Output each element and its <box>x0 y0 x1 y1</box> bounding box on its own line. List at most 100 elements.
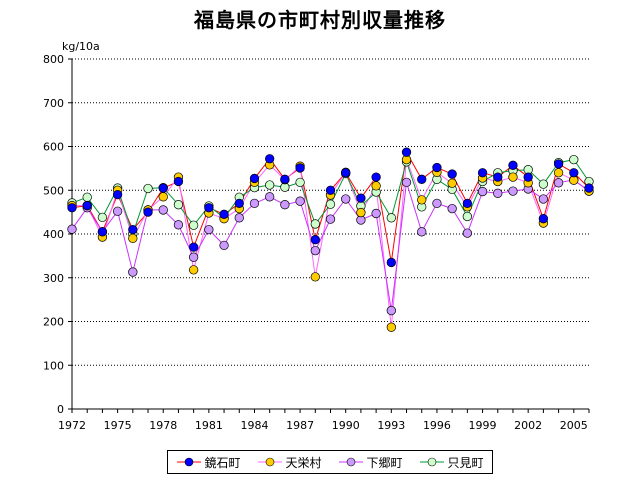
x-tick-label: 1999 <box>469 419 497 432</box>
data-point <box>310 235 320 245</box>
data-point <box>417 195 427 205</box>
y-tick-label: 100 <box>43 359 64 372</box>
data-point <box>523 172 533 182</box>
data-point <box>538 179 549 189</box>
data-point <box>128 267 138 277</box>
data-point <box>538 214 549 224</box>
data-point <box>97 227 108 237</box>
data-point <box>477 168 488 178</box>
axes: 0 100 200 300 400 500 600 700 800 1972 1975 1978 198… <box>43 53 590 432</box>
data-point <box>265 180 275 190</box>
legend-label: 天栄村 <box>285 455 322 470</box>
legend-label: 鏡石町 <box>204 455 241 470</box>
legend-swatch <box>339 457 364 467</box>
data-point <box>462 198 473 209</box>
data-point <box>325 199 336 209</box>
data-point <box>401 147 412 157</box>
legend-item-tenei: 天栄村 <box>257 454 322 471</box>
data-point <box>341 194 351 204</box>
data-point <box>356 193 366 203</box>
legend-item-tadami: 只見町 <box>419 454 484 471</box>
data-point <box>386 257 396 268</box>
x-tick-label: 1981 <box>195 419 223 432</box>
data-point <box>295 163 305 173</box>
legend: 鏡石町 天栄村 下郷町 只見町 <box>167 450 493 474</box>
data-point <box>447 203 457 214</box>
y-tick-label: 300 <box>43 272 64 285</box>
data-point <box>447 178 457 188</box>
data-point <box>158 183 168 193</box>
x-tick-label: 1996 <box>423 419 451 432</box>
data-point <box>508 160 518 170</box>
data-point <box>188 265 199 275</box>
x-tick-label: 2002 <box>514 419 542 432</box>
y-tick-label: 700 <box>43 97 64 110</box>
data-point <box>386 305 396 316</box>
data-point <box>401 177 412 188</box>
data-point <box>432 198 442 209</box>
data-point <box>493 188 503 198</box>
data-point <box>325 185 336 195</box>
x-tick-label: 1993 <box>377 419 405 432</box>
data-point <box>173 200 184 210</box>
data-point <box>569 168 579 178</box>
data-point <box>325 214 336 224</box>
legend-label: 只見町 <box>447 455 484 470</box>
y-tick-label: 600 <box>43 141 64 154</box>
data-point <box>538 194 549 204</box>
data-point <box>188 220 199 230</box>
data-point <box>112 206 123 216</box>
x-tick-label: 1987 <box>286 419 314 432</box>
data-point <box>310 272 320 282</box>
data-point <box>432 162 442 173</box>
legend-item-shimogo: 下郷町 <box>338 454 403 471</box>
data-point <box>234 213 244 223</box>
data-point <box>356 207 366 218</box>
data-point <box>341 168 351 178</box>
data-point <box>97 212 108 223</box>
data-point <box>569 154 579 165</box>
data-point <box>371 172 381 182</box>
data-point <box>67 203 77 213</box>
data-point <box>249 173 260 184</box>
data-point <box>112 189 123 200</box>
data-point <box>234 198 244 209</box>
legend-item-kagamiishi: 鏡石町 <box>176 454 241 471</box>
y-tick-label: 500 <box>43 184 64 197</box>
data-point <box>158 205 168 215</box>
y-tick-label: 400 <box>43 228 64 241</box>
data-point <box>265 192 275 202</box>
data-point <box>249 198 260 209</box>
data-point <box>417 227 427 237</box>
data-point <box>310 219 320 229</box>
data-point <box>295 196 305 206</box>
data-point <box>417 174 427 184</box>
data-point <box>82 192 92 202</box>
data-point <box>493 172 503 182</box>
data-point <box>128 233 138 244</box>
data-point <box>143 183 153 194</box>
y-tick-label: 800 <box>43 53 64 66</box>
legend-swatch <box>420 457 445 467</box>
data-point <box>553 178 564 188</box>
data-point <box>188 242 199 252</box>
data-point <box>82 200 92 211</box>
x-tick-label: 1972 <box>58 419 86 432</box>
data-point <box>477 186 488 197</box>
data-point <box>553 159 564 169</box>
series-markers <box>67 147 594 332</box>
y-axis-unit-label: kg/10a <box>62 40 100 53</box>
data-point <box>188 252 199 262</box>
y-tick-label: 0 <box>57 403 64 416</box>
data-point <box>67 224 77 234</box>
data-point <box>158 192 168 202</box>
data-point <box>280 174 290 184</box>
data-point <box>386 213 396 223</box>
data-point <box>265 154 275 164</box>
data-point <box>128 224 138 235</box>
data-point <box>462 228 473 238</box>
legend-label: 下郷町 <box>366 455 403 470</box>
x-tick-label: 2005 <box>560 419 588 432</box>
data-point <box>462 211 473 222</box>
